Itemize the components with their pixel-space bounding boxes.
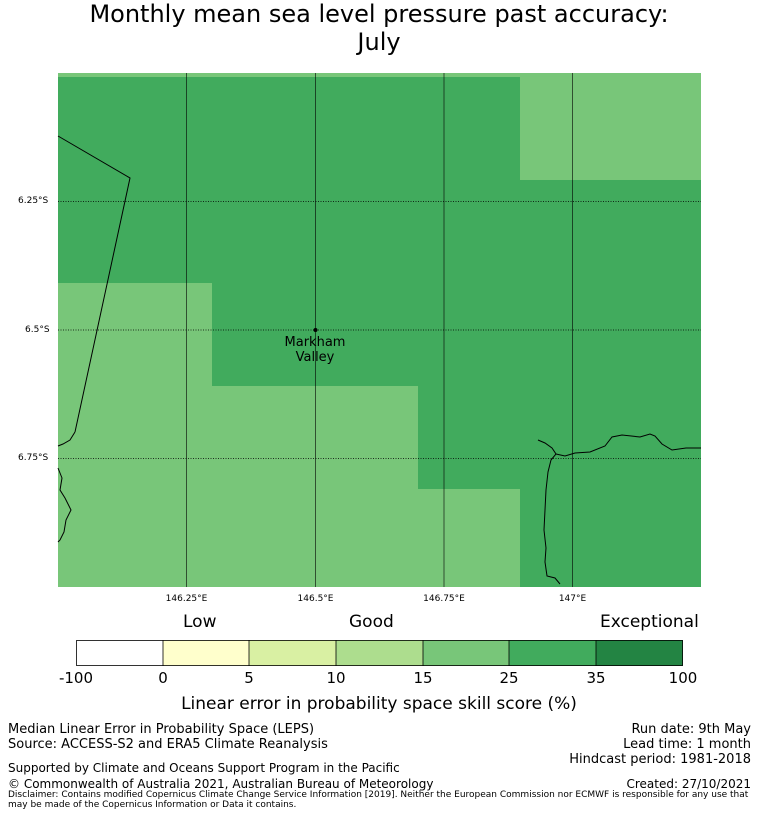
colorbar-tick: 100 bbox=[668, 669, 698, 687]
colorbar-outline bbox=[76, 640, 683, 666]
category-label-low: Low bbox=[183, 612, 217, 632]
cell-band-25-35 bbox=[520, 489, 701, 587]
cell-band-25-35 bbox=[520, 180, 701, 283]
cell-band-25-35 bbox=[58, 77, 520, 283]
location-marker bbox=[313, 328, 318, 332]
title-line-1: Monthly mean sea level pressure past acc… bbox=[89, 0, 669, 28]
title-line-2: July bbox=[357, 28, 401, 56]
skill-map bbox=[57, 73, 701, 587]
cell-band-25-35 bbox=[212, 283, 701, 386]
lon-label: 146.25°E bbox=[165, 594, 208, 604]
colorbar-tick: 0 bbox=[158, 669, 168, 687]
colorbar-segment bbox=[509, 640, 596, 666]
disclaimer-text: Disclaimer: Contains modified Copernicus… bbox=[8, 790, 749, 810]
colorbar-tick: -100 bbox=[58, 669, 94, 687]
method-text: Median Linear Error in Probability Space… bbox=[8, 722, 315, 737]
colorbar-tick: 10 bbox=[326, 669, 346, 687]
category-label-exceptional: Exceptional bbox=[600, 612, 699, 632]
run-date: Run date: 9th May bbox=[631, 722, 751, 737]
lat-label: 6.75°S bbox=[18, 453, 49, 463]
colorbar-segment bbox=[596, 640, 683, 666]
colorbar bbox=[76, 640, 683, 666]
colorbar-tick: 35 bbox=[586, 669, 606, 687]
colorbar-tick: 25 bbox=[499, 669, 519, 687]
location-label: Markham Valley bbox=[285, 335, 346, 365]
colorbar-segment bbox=[423, 640, 509, 666]
lead-time: Lead time: 1 month bbox=[623, 737, 751, 752]
lat-label: 6.5°S bbox=[25, 325, 50, 335]
copyright-text: © Commonwealth of Australia 2021, Austra… bbox=[8, 777, 434, 791]
source-text: Source: ACCESS-S2 and ERA5 Climate Reana… bbox=[8, 737, 328, 752]
location-name-line-2: Valley bbox=[295, 350, 335, 365]
location-name-line-1: Markham bbox=[284, 335, 346, 350]
lon-label: 147°E bbox=[558, 594, 587, 604]
border-line bbox=[57, 135, 131, 433]
coastline-west bbox=[57, 431, 76, 543]
colorbar-segment bbox=[249, 640, 336, 666]
colorbar-segment bbox=[163, 640, 249, 666]
colorbar-segment bbox=[336, 640, 423, 666]
colorbar-segment bbox=[76, 640, 163, 666]
coastline-east bbox=[537, 433, 701, 585]
colorbar-tick: 5 bbox=[244, 669, 254, 687]
latitude-gridlines bbox=[58, 201, 701, 459]
cell-band-25-35 bbox=[418, 386, 701, 489]
support-text: Supported by Climate and Oceans Support … bbox=[8, 761, 400, 775]
lat-label: 6.25°S bbox=[18, 196, 49, 206]
created-date: Created: 27/10/2021 bbox=[626, 777, 751, 791]
colorbar-tick: 15 bbox=[413, 669, 433, 687]
chart-title: Monthly mean sea level pressure past acc… bbox=[0, 0, 758, 56]
colorbar-title: Linear error in probability space skill … bbox=[181, 694, 577, 714]
lon-label: 146.75°E bbox=[423, 594, 465, 604]
lon-label: 146.5°E bbox=[297, 594, 334, 604]
hindcast-period: Hindcast period: 1981-2018 bbox=[569, 752, 751, 767]
category-label-good: Good bbox=[349, 612, 394, 632]
